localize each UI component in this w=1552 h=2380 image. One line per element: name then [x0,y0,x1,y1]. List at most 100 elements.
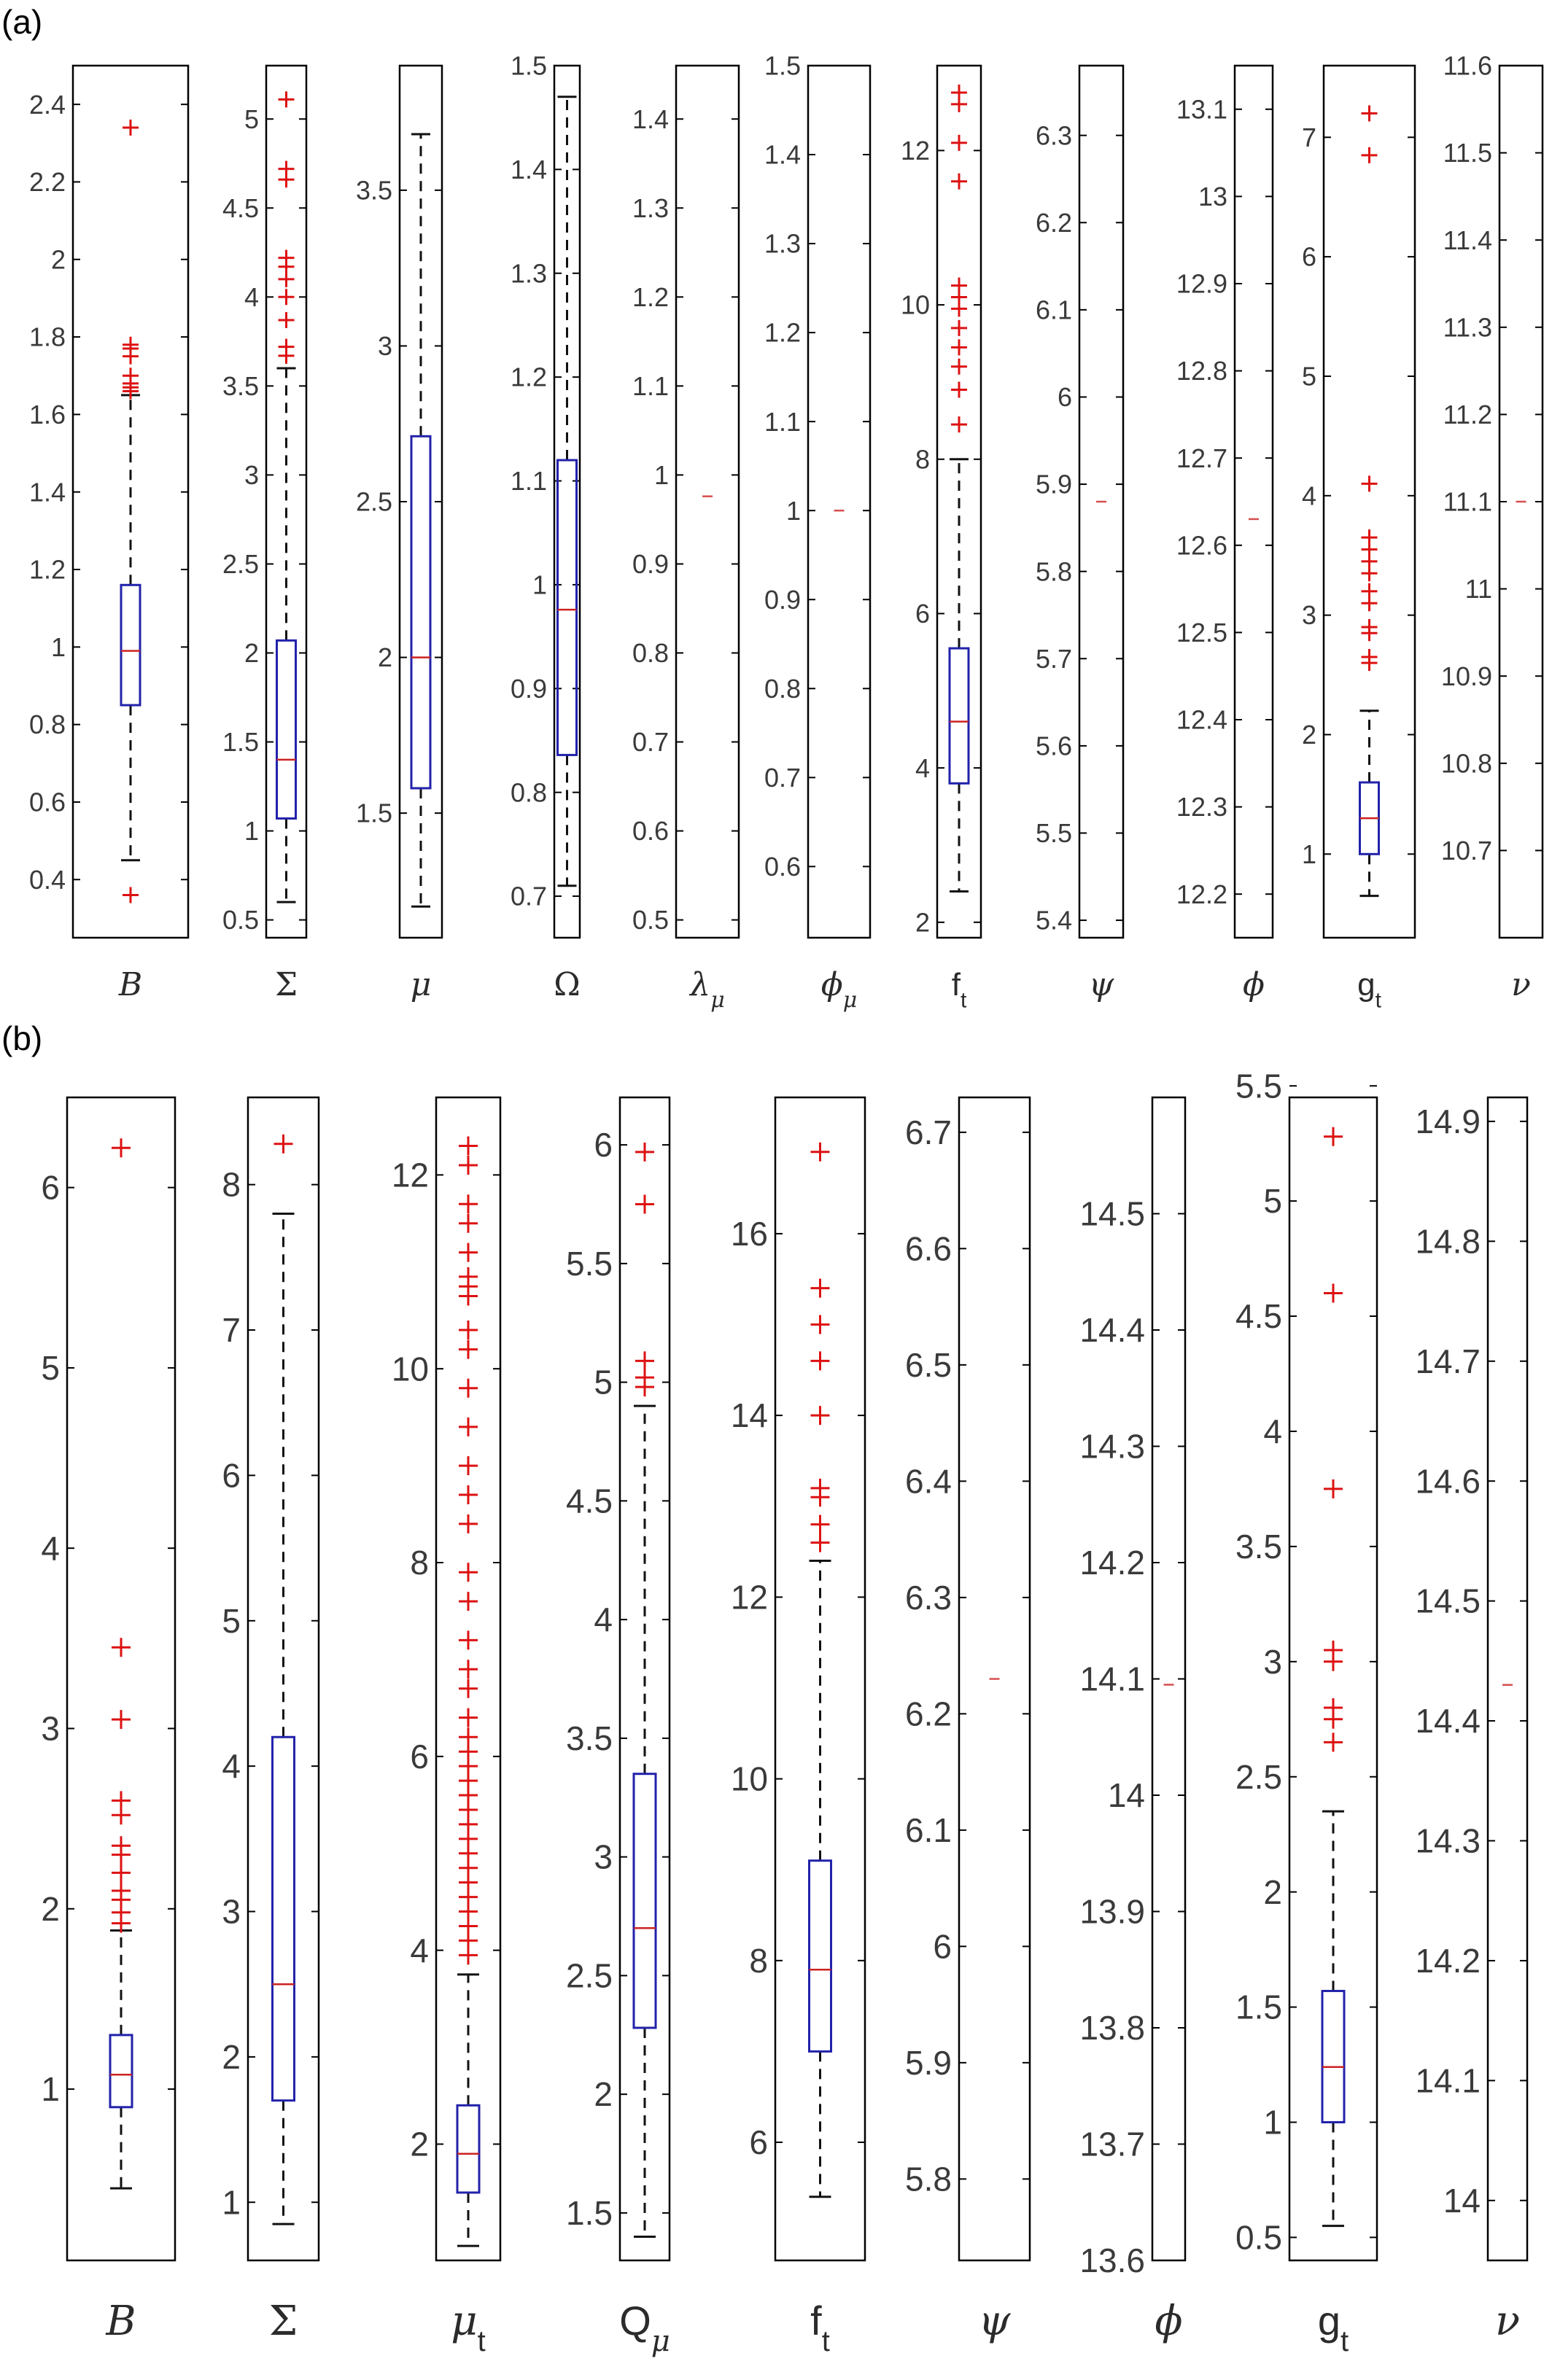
y-tick-label: 2 [222,2038,241,2076]
y-tick-label: 12.7 [1176,443,1227,473]
y-tick-label: 2.5 [566,1956,613,1994]
axes-frame [1078,64,1125,939]
y-tick-label: 1.2 [764,318,801,348]
category-label: ϕ [1243,966,1265,1003]
y-tick-label: 0.7 [764,763,801,793]
category-label: ν [1495,2298,1520,2345]
y-tick-label: 3 [378,331,392,361]
outlier-marker [459,1267,478,1286]
y-tick-label: 1.3 [511,258,547,288]
outlier-marker [951,85,967,101]
outlier-marker [459,1485,478,1504]
y-tick-label: 1.5 [222,727,259,757]
y-tick-label: 6 [222,1456,241,1494]
outlier-marker [459,1708,478,1727]
axes-frame [1233,64,1274,939]
category-label: ft [810,2298,830,2357]
y-tick-label: 10 [901,290,930,320]
outlier-marker [459,1321,478,1339]
outlier-marker [123,120,139,136]
y-tick-label: 3 [41,1710,60,1748]
y-tick-label: 13 [1198,182,1227,211]
y-tick-label: 11.3 [1443,312,1492,342]
outlier-marker [1361,147,1378,163]
iqr-box [632,1773,657,2029]
y-tick-label: 14 [1108,1776,1145,1814]
y-tick-label: 14.2 [1079,1544,1145,1582]
y-tick-label: 6 [41,1169,60,1207]
outlier-marker [810,1351,830,1371]
y-tick-label: 3 [1263,1643,1282,1681]
outlier-marker [1324,1698,1343,1717]
y-tick-label: 1.6 [29,400,66,429]
outlier-marker [1324,1641,1343,1660]
y-tick-label: 2 [594,2075,613,2113]
boxplot-ϕ: 13.6 13.7 13.8 13.9 14 14.1 14.2 14.3 14.4 14.5 ϕ [1079,1096,1187,2345]
category-label: Qμ [619,2298,670,2358]
y-tick-label: 5.9 [1036,470,1072,499]
y-tick-label: 3.5 [1235,1528,1282,1566]
axes-frame [66,1096,176,2262]
y-tick-label: 12.9 [1176,269,1227,299]
y-tick-label: 6 [933,1927,952,1965]
iqr-box [808,1859,832,2053]
y-tick-label: 12 [731,1578,768,1616]
y-tick-label: 4 [915,753,930,783]
iqr-box [948,647,970,785]
y-tick-label: 12.5 [1176,618,1227,648]
outlier-marker [459,1563,478,1582]
y-tick-label: 12 [392,1156,429,1194]
y-tick-label: 5.5 [1235,1067,1282,1105]
y-tick-label: 0.9 [632,549,669,579]
y-tick-label: 8 [410,1544,429,1582]
iqr-box [271,1735,295,2102]
category-label: μt [451,2298,486,2357]
y-tick-label: 4 [41,1529,60,1567]
outlier-marker [459,1592,478,1611]
outlier-marker [278,338,295,355]
outlier-marker [951,134,967,151]
y-tick-label: 0.5 [222,905,259,935]
y-tick-label: 1.2 [29,555,66,585]
y-tick-label: 2.5 [356,487,392,517]
axes-frame [553,64,581,939]
y-tick-label: 6 [915,599,930,629]
boxplot-ψ: 5.8 5.9 6 6.1 6.2 6.3 6.4 6.5 6.6 6.7 ψ [905,1096,1031,2345]
y-tick-label: 1.1 [764,407,801,437]
y-tick-label: 3 [594,1838,613,1876]
y-tick-label: 8 [222,1166,241,1204]
y-tick-label: 1.2 [632,282,669,312]
y-tick-label: 3 [1302,600,1316,630]
y-tick-label: 14.4 [1415,1702,1481,1740]
y-tick-label: 2 [1302,720,1316,750]
y-tick-label: 13.6 [1079,2241,1145,2279]
y-tick-label: 2.2 [29,167,66,197]
axes-frame [71,64,190,939]
y-tick-label: 2 [378,642,392,672]
iqr-box [1321,1989,1346,2123]
y-tick-label: 5.4 [1036,906,1072,936]
outlier-marker [278,249,295,266]
y-tick-label: 6.3 [1036,120,1072,150]
y-tick-label: 1 [244,816,259,846]
y-tick-label: 14.3 [1415,1822,1481,1860]
outlier-marker [278,312,295,329]
y-tick-label: 12.8 [1176,356,1227,386]
y-tick-label: 5 [222,1602,241,1640]
y-tick-label: 1.5 [356,798,392,828]
y-tick-label: 10.9 [1441,661,1492,691]
y-tick-label: 2 [244,638,259,668]
outlier-marker [1361,583,1378,599]
outlier-marker [1324,1479,1343,1498]
y-tick-label: 14.8 [1415,1222,1481,1260]
outlier-marker [1361,529,1378,546]
outlier-marker [1361,475,1378,492]
iqr-box [556,459,578,756]
outlier-marker [1361,619,1378,636]
y-tick-label: 2.5 [222,549,259,579]
boxplot-B: 0.4 0.6 0.8 1 1.2 1.4 1.6 1.8 2 2.2 2.4 B [29,64,190,1003]
y-tick-label: 1.1 [632,371,669,401]
y-tick-label: 5.6 [1036,731,1072,761]
y-tick-label: 4.5 [566,1482,613,1520]
